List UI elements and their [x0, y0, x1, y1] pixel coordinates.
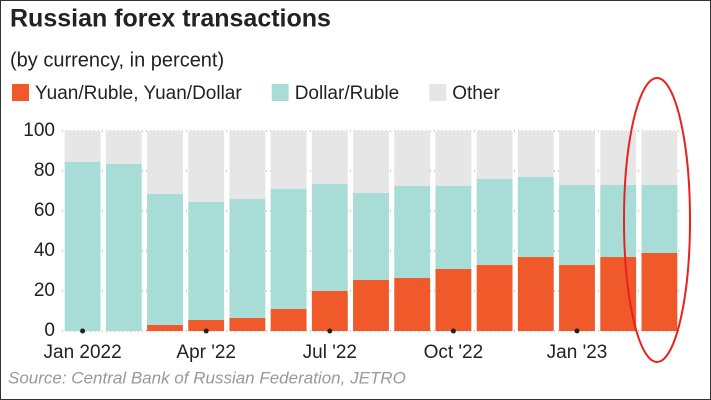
- y-tick-label: 80: [34, 160, 55, 181]
- bar-segment: [147, 325, 183, 331]
- y-tick-label: 60: [34, 200, 55, 221]
- legend-label: Other: [452, 83, 500, 104]
- tick-dot: [80, 328, 86, 334]
- bar-segment: [600, 185, 637, 257]
- bar-segment: [311, 184, 348, 291]
- bar-segment: [229, 318, 266, 331]
- legend-label: Yuan/Ruble, Yuan/Dollar: [35, 83, 242, 104]
- bar-segment: [517, 257, 554, 331]
- bar-segment: [394, 278, 431, 331]
- chart-subtitle: (by currency, in percent): [10, 49, 224, 71]
- bar-segment: [147, 131, 183, 194]
- bar-segment: [311, 131, 348, 184]
- legend-swatch: [429, 84, 447, 101]
- bars: [64, 131, 678, 331]
- bar-segment: [559, 131, 595, 185]
- tick-dot: [574, 328, 580, 334]
- bar-segment: [476, 265, 513, 331]
- bar-segment: [641, 131, 678, 185]
- bar-segment: [353, 131, 389, 193]
- legend-swatch: [12, 84, 29, 101]
- legend-swatch: [271, 84, 289, 101]
- highlight-ellipse: [623, 77, 691, 363]
- bar-segment: [105, 131, 142, 164]
- bar-segment: [641, 253, 678, 331]
- bar-segment: [64, 131, 101, 162]
- x-tick-label: Apr '22: [176, 342, 236, 363]
- bar-segment: [517, 131, 554, 177]
- x-tick-label: Jan '23: [547, 342, 608, 363]
- bar-segment: [147, 194, 183, 325]
- bar-segment: [229, 131, 266, 199]
- x-tick-label: Oct '22: [424, 342, 484, 363]
- y-tick-label: 20: [34, 280, 55, 301]
- bar-segment: [188, 320, 225, 331]
- bar-segment: [270, 131, 307, 189]
- bar-segment: [188, 131, 225, 202]
- bar-segment: [270, 189, 307, 309]
- tick-dot: [450, 328, 456, 334]
- bar-segment: [435, 269, 472, 331]
- bar-segment: [435, 186, 472, 269]
- bar-segment: [394, 186, 431, 278]
- source: Source: Central Bank of Russian Federati…: [8, 368, 406, 387]
- y-tick-label: 0: [44, 320, 55, 341]
- y-tick-label: 40: [34, 240, 55, 261]
- chart-title: Russian forex transactions: [10, 5, 331, 33]
- bar-segment: [600, 257, 637, 331]
- y-tick-label: 100: [23, 120, 55, 141]
- x-tick-label: Jul '22: [303, 342, 357, 363]
- bar-segment: [64, 162, 101, 331]
- legend-label: Dollar/Ruble: [295, 83, 400, 104]
- bar-segment: [229, 199, 266, 318]
- bar-segment: [641, 185, 678, 253]
- bar-segment: [270, 309, 307, 331]
- bar-segment: [105, 164, 142, 331]
- bar-segment: [476, 179, 513, 265]
- bar-segment: [311, 291, 348, 331]
- bar-segment: [559, 185, 595, 265]
- tick-dot: [203, 328, 209, 334]
- bar-segment: [517, 177, 554, 257]
- tick-dot: [327, 328, 333, 334]
- bar-segment: [188, 202, 225, 320]
- bar-segment: [559, 265, 595, 331]
- bar-segment: [435, 131, 472, 186]
- bar-segment: [353, 280, 389, 331]
- bar-segment: [353, 193, 389, 280]
- x-tick-label: Jan 2022: [44, 342, 122, 363]
- bar-segment: [394, 131, 431, 186]
- bar-segment: [476, 131, 513, 179]
